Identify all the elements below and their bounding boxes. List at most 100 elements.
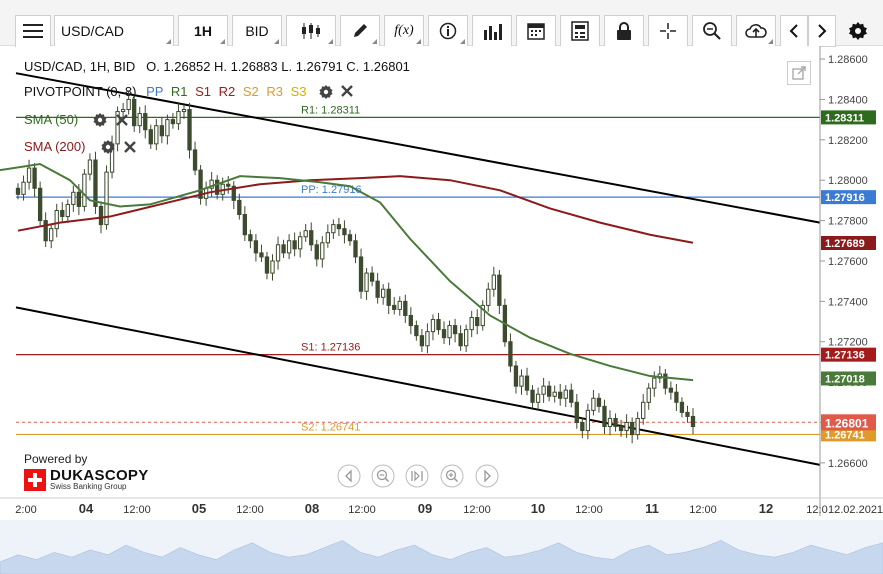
candle [231, 181, 236, 210]
candle-body [159, 125, 165, 137]
x-tick-label: 10 [531, 501, 545, 516]
gear-icon[interactable] [842, 15, 874, 47]
x-tick-label: 12:00 [689, 504, 717, 516]
candle [32, 163, 37, 197]
sma50-label: SMA (50) [24, 112, 79, 127]
candle [336, 217, 342, 237]
candle-body [286, 240, 292, 254]
candle-body [469, 317, 474, 331]
candle-body [264, 256, 270, 274]
candle-body [259, 252, 264, 258]
zoom-out-icon[interactable] [371, 464, 395, 488]
candle [192, 141, 198, 176]
y-tick-label: 1.28400 [828, 94, 868, 106]
sma50-line [0, 162, 694, 382]
popout-icon[interactable] [787, 61, 811, 85]
arrow-right-icon[interactable] [808, 15, 836, 47]
symbol-selector[interactable]: USD/CAD [54, 15, 174, 47]
calendar-icon[interactable] [516, 15, 556, 47]
candle [613, 413, 618, 432]
fit-icon[interactable] [405, 464, 429, 488]
candle-body [403, 300, 408, 316]
time-axis: 2:00 04 12:00 05 12:00 08 12:00 09 12:00 10 12:00 1… [0, 497, 883, 516]
price-tags: 1.28311 1.27916 1.27136 1.26741 1.27689 1.270… [821, 110, 876, 442]
candle-body [275, 244, 281, 262]
candle [596, 393, 602, 413]
y-tick-label: 1.28600 [828, 54, 868, 66]
legend-pivotpoint: PIVOTPOINT (0, 8) PP R1 S1 R2 S2 R3 S3 [24, 84, 307, 99]
candle-body [685, 411, 690, 417]
info-icon[interactable] [428, 15, 468, 47]
price-tag-bg [821, 235, 876, 250]
sma50-remove-close-icon[interactable] [115, 113, 129, 127]
candle-body [552, 391, 557, 397]
candle [414, 320, 419, 341]
hamburger-menu-icon[interactable] [15, 15, 51, 47]
candle [154, 119, 159, 151]
nav-prev-icon[interactable] [337, 464, 361, 488]
sma200-settings-gear-icon[interactable] [100, 139, 116, 155]
cloud-upload-icon[interactable] [736, 15, 776, 47]
candle-body [192, 149, 198, 171]
candle-body [71, 191, 76, 205]
draw-pencil-icon[interactable] [340, 15, 380, 47]
price-chart[interactable]: R1: 1.28311 PP: 1.27916 S1: 1.27136 S2: 1.2… [0, 46, 883, 574]
candle [591, 389, 596, 416]
level-tag-s1: 1.27136 [821, 347, 876, 362]
legend-ohlc: O. 1.26852 H. 1.26883 L. 1.26791 C. 1.26… [146, 59, 410, 74]
candle [237, 193, 242, 220]
candle [49, 223, 54, 249]
candle-body [585, 409, 591, 432]
candle [558, 383, 563, 406]
candle-body [425, 331, 430, 347]
candle [408, 307, 413, 335]
pivot-remove-close-icon[interactable] [340, 84, 354, 98]
pivot-settings-gear-icon[interactable] [318, 84, 334, 100]
zoom-in-icon[interactable] [440, 464, 464, 488]
candle-body [170, 119, 176, 125]
candlestick-icon[interactable] [286, 15, 336, 47]
candle-body [37, 187, 43, 222]
candle-body [314, 244, 319, 260]
candle [386, 282, 391, 315]
calculator-icon[interactable] [560, 15, 600, 47]
brand-sub: Swiss Banking Group [50, 482, 127, 491]
candle-body [104, 171, 109, 226]
candle [607, 410, 613, 436]
arrow-left-icon[interactable] [780, 15, 808, 47]
candle-body [181, 109, 187, 113]
candle-body [198, 169, 203, 199]
candle-body [546, 385, 552, 397]
candle-body [491, 274, 496, 290]
timeframe-selector[interactable]: 1H [178, 15, 228, 47]
candle-body [524, 375, 530, 391]
candle [104, 165, 109, 230]
candle [463, 324, 469, 353]
candle-body [165, 119, 170, 137]
candle-body [148, 129, 153, 145]
price-tag-text: 1.27136 [825, 350, 865, 362]
price-side-selector[interactable]: BID [232, 15, 282, 47]
candle-body [209, 179, 214, 189]
candle [618, 419, 624, 437]
candle-body [126, 98, 131, 111]
lock-icon[interactable] [604, 15, 644, 47]
candle-body [292, 240, 297, 250]
zoom-icon[interactable] [692, 15, 732, 47]
y-tick-label: 1.27800 [828, 216, 868, 228]
sma200-remove-close-icon[interactable] [123, 140, 137, 154]
nav-next-icon[interactable] [475, 464, 499, 488]
candle [541, 377, 546, 403]
candle-body [237, 199, 242, 216]
pivot-part-s3: S3 [290, 84, 307, 99]
bar-chart-icon[interactable] [472, 15, 512, 47]
function-fx-icon[interactable]: f(x) [384, 15, 424, 47]
crosshair-icon[interactable] [648, 15, 688, 47]
x-tick-label: 12:00 [236, 504, 264, 516]
candle-body [558, 391, 563, 399]
candle-body [392, 304, 397, 310]
candle [524, 367, 530, 396]
candle [447, 320, 452, 346]
sma50-settings-gear-icon[interactable] [92, 112, 108, 128]
candle-body [613, 417, 618, 428]
